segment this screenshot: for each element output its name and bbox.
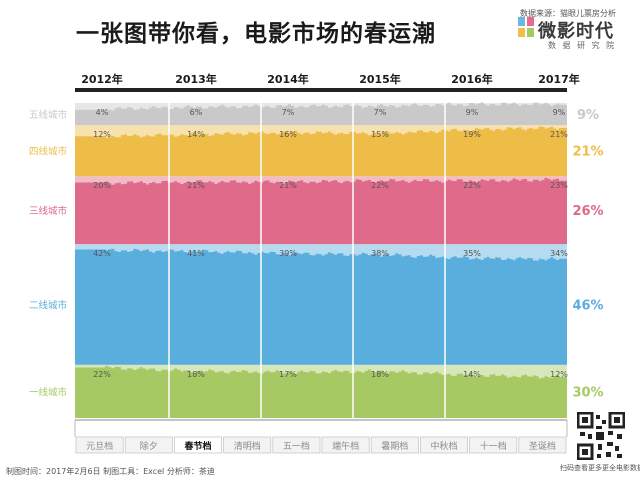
data-label: 15% <box>371 130 389 139</box>
holiday-label: 春节档 <box>183 440 211 452</box>
data-label: 4% <box>96 108 109 117</box>
data-label: 23% <box>550 181 568 190</box>
final-share-label: 9% <box>577 108 599 123</box>
data-source: 数据来源：猫眼儿票房分析 <box>520 9 616 18</box>
holiday-label: 端午档 <box>332 440 359 452</box>
holiday-tick-box <box>173 436 222 454</box>
holiday-tick-box <box>272 436 321 454</box>
holiday-tick-box <box>321 436 370 454</box>
data-label: 42% <box>93 249 111 258</box>
brand-subtitle: 数 据 研 究 院 <box>548 41 617 50</box>
holiday-tick-box <box>75 436 124 454</box>
year-label: 2017年 <box>538 72 580 86</box>
year-label: 2015年 <box>359 72 401 86</box>
holiday-tick-box <box>419 436 468 454</box>
holiday-label: 清明档 <box>234 440 261 452</box>
data-label: 22% <box>463 181 481 190</box>
holiday-label: 暑期档 <box>381 440 408 452</box>
brand-logo: 微影时代 数 据 研 究 院 <box>500 17 630 53</box>
holiday-label: 十一档 <box>480 440 507 452</box>
data-label: 16% <box>279 130 297 139</box>
data-label: 35% <box>463 249 481 258</box>
data-label: 9% <box>466 108 479 117</box>
data-label: 21% <box>279 181 297 190</box>
data-label: 14% <box>187 130 205 139</box>
data-label: 41% <box>187 249 205 258</box>
data-label: 21% <box>550 130 568 139</box>
data-label: 19% <box>463 130 481 139</box>
tier-label: 五线城市 <box>29 109 68 121</box>
data-label: 34% <box>550 249 568 258</box>
data-label: 22% <box>93 370 111 379</box>
data-label: 22% <box>371 181 389 190</box>
year-label: 2013年 <box>175 72 217 86</box>
tier-label: 三线城市 <box>29 205 68 217</box>
holiday-tick-box <box>469 436 518 454</box>
scan-note: 扫码查看更多更全电影数据 <box>560 464 640 472</box>
holiday-label: 五一档 <box>283 440 310 452</box>
holiday-label: 中秋档 <box>430 440 457 452</box>
data-label: 21% <box>187 181 205 190</box>
data-label: 12% <box>93 130 111 139</box>
year-label: 2012年 <box>81 72 123 86</box>
tier-label: 二线城市 <box>29 299 68 311</box>
footer-credits: 制图时间：2017年2月6日 制图工具：Excel 分析师：茶迪 <box>6 467 215 476</box>
holiday-label: 圣诞档 <box>529 440 556 452</box>
data-label: 18% <box>371 370 389 379</box>
area-二线城市 <box>75 248 567 365</box>
data-label: 9% <box>553 108 566 117</box>
holiday-label: 除夕 <box>140 440 158 452</box>
brand-name: 微影时代 <box>538 21 614 42</box>
area-三线城市 <box>75 177 567 245</box>
final-share-label: 21% <box>572 145 603 160</box>
brand-mark-icon <box>518 17 534 37</box>
data-label: 6% <box>190 108 203 117</box>
holiday-label: 元旦档 <box>86 440 113 452</box>
qr-code-icon <box>577 412 625 460</box>
tier-label: 一线城市 <box>29 386 68 398</box>
data-label: 14% <box>463 370 481 379</box>
area-四线城市 <box>75 126 567 177</box>
final-share-label: 26% <box>572 204 603 219</box>
chart-title: 一张图带你看，电影市场的春运潮 <box>76 21 436 47</box>
final-share-label: 30% <box>572 385 603 400</box>
area-一线城市 <box>75 365 567 418</box>
data-label: 20% <box>93 181 111 190</box>
tier-areas: 22% 18% 17% 18% 14% 12% 42% 41% 39% 38% 35% 34% 20% 2… <box>75 102 568 418</box>
final-share-label: 46% <box>572 298 603 313</box>
holiday-tick-box <box>518 436 567 454</box>
holiday-tick-box <box>370 436 419 454</box>
data-label: 12% <box>550 370 568 379</box>
area-五线城市 <box>75 102 567 126</box>
holiday-tick-box <box>223 436 272 454</box>
year-label: 2014年 <box>267 72 309 86</box>
year-label: 2016年 <box>451 72 493 86</box>
data-label: 39% <box>279 249 297 258</box>
year-axis-bar <box>75 88 567 92</box>
data-label: 7% <box>374 108 387 117</box>
tier-label: 四线城市 <box>29 146 68 158</box>
data-label: 18% <box>187 370 205 379</box>
holiday-tick-box <box>124 436 173 454</box>
data-label: 17% <box>279 370 297 379</box>
data-label: 38% <box>371 249 389 258</box>
data-label: 7% <box>282 108 295 117</box>
